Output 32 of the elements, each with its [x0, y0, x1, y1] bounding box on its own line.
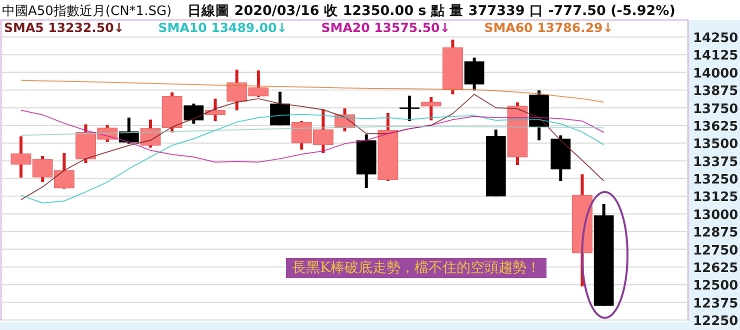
y-tick-label: 12250	[693, 314, 738, 329]
y-tick-label: 14250	[693, 31, 738, 46]
candlestick	[270, 92, 290, 126]
y-tick-label: 12625	[693, 260, 738, 276]
y-tick-label: 14125	[693, 48, 738, 64]
candlestick	[464, 58, 484, 90]
text: SMA10 13489.00↓	[158, 20, 288, 35]
text: SMA5 13232.50↓	[4, 20, 124, 35]
line-series	[20, 80, 604, 103]
annotation: 長黑K棒破底走勢，檔不住的空頭趨勢！	[292, 260, 540, 276]
y-tick-label: 13250	[693, 172, 738, 188]
chart-title: 中國A50指數近月(CN*1.SG)	[2, 4, 172, 19]
candlestick	[184, 104, 204, 124]
candlestick	[420, 96, 442, 120]
text: SMA60 13786.29↓	[484, 20, 614, 35]
text: SMA20 13575.50↓	[321, 20, 450, 35]
y-tick-label: 13500	[693, 137, 738, 152]
y-tick-label: 13125	[693, 190, 738, 206]
y-tick-label: 13625	[693, 119, 738, 134]
y-tick-label: 13375	[693, 154, 738, 170]
line-series	[20, 110, 604, 163]
candlestick	[400, 96, 420, 122]
y-tick-label: 14000	[693, 66, 738, 82]
chart-subtitle: 日線圖 2020/03/16 收 12350.00 s 點 量 377339 口 -777.50 (-5.92%)	[188, 3, 676, 19]
y-tick-label: 12375	[693, 296, 738, 312]
y-tick-label: 12500	[693, 278, 738, 294]
y-tick-label: 12875	[693, 226, 738, 241]
y-tick-label: 13875	[693, 84, 738, 100]
y-tick-label: 13750	[693, 102, 738, 117]
y-tick-label: 12750	[693, 243, 738, 258]
y-tick-label: 13000	[693, 208, 738, 223]
candlestick	[205, 98, 226, 122]
